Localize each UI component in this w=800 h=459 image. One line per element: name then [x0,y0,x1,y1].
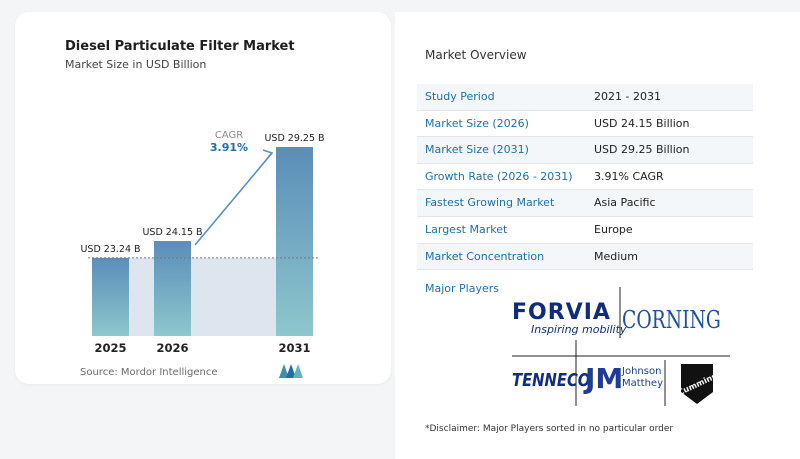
row-label: Market Size (2026) [425,116,529,130]
bar-2026 [154,241,191,336]
table-row: Market Concentration Medium [417,243,753,271]
chart-subtitle: Market Size in USD Billion [65,58,207,71]
row-label: Largest Market [425,222,508,236]
value-label-2031: USD 29.25 B [264,133,324,144]
cagr-value: 3.91% [210,141,248,154]
category-label-2026: 2026 [156,341,188,355]
value-label-2026: USD 24.15 B [142,227,202,238]
row-label: Fastest Growing Market [425,196,555,210]
row-label: Growth Rate (2026 - 2031) [425,169,573,183]
row-value: Asia Pacific [594,196,656,210]
row-value: 3.91% CAGR [594,169,664,183]
table-row: Fastest Growing Market Asia Pacific [417,190,753,217]
forvia-tagline: Inspiring mobility [531,323,627,336]
cagr-arrow-line [194,152,273,246]
row-value: 2021 - 2031 [594,90,661,103]
table-row: Market Size (2026) USD 24.15 Billion [417,111,753,138]
chart-title: Diesel Particulate Filter Market [65,39,295,54]
category-label-2025: 2025 [94,341,126,355]
row-value: USD 29.25 Billion [594,143,690,157]
bar-2025 [92,257,129,336]
value-label-2025: USD 23.24 B [80,244,140,255]
chart-source: Source: Mordor Intelligence [80,367,218,378]
table-row: Largest Market Europe [417,217,753,244]
disclaimer: *Disclaimer: Major Players sorted in no … [425,424,674,434]
johnson-matthey-text: Johnson Matthey [622,366,664,389]
tenneco-logo: TENNECO [512,370,591,391]
row-value: USD 24.15 Billion [594,116,690,130]
johnson-matthey-logo: JM [585,362,624,395]
cagr-label: CAGR [215,130,243,141]
overview-title: Market Overview [425,48,527,62]
cummins-logo: Cummins [677,362,718,406]
table-row: Study Period 2021 - 2031 [417,84,753,111]
cagr-arrow-head-icon [262,149,274,161]
row-label: Market Concentration [425,249,545,263]
bar-2031 [276,147,313,336]
corning-logo: CORNING [622,306,721,334]
category-label-2031: 2031 [278,341,310,355]
reference-band [129,257,276,336]
cummins-badge-icon: Cummins [677,364,718,404]
overview-table: Study Period 2021 - 2031 Market Size (20… [417,84,753,271]
table-row: Market Size (2031) USD 29.25 Billion [417,137,753,164]
row-label: Study Period [425,90,495,103]
forvia-logo: FORVIA [512,300,611,325]
bar-chart: USD 23.24 B 2025 USD 24.15 B 2026 USD 29.25 … [80,130,324,355]
table-row: Growth Rate (2026 - 2031) 3.91% CAGR [417,164,753,191]
mordor-logo-icon [279,364,303,378]
major-players-label: Major Players [425,282,499,295]
row-label: Market Size (2031) [425,143,529,157]
row-value: Medium [594,249,638,263]
row-value: Europe [594,222,633,236]
